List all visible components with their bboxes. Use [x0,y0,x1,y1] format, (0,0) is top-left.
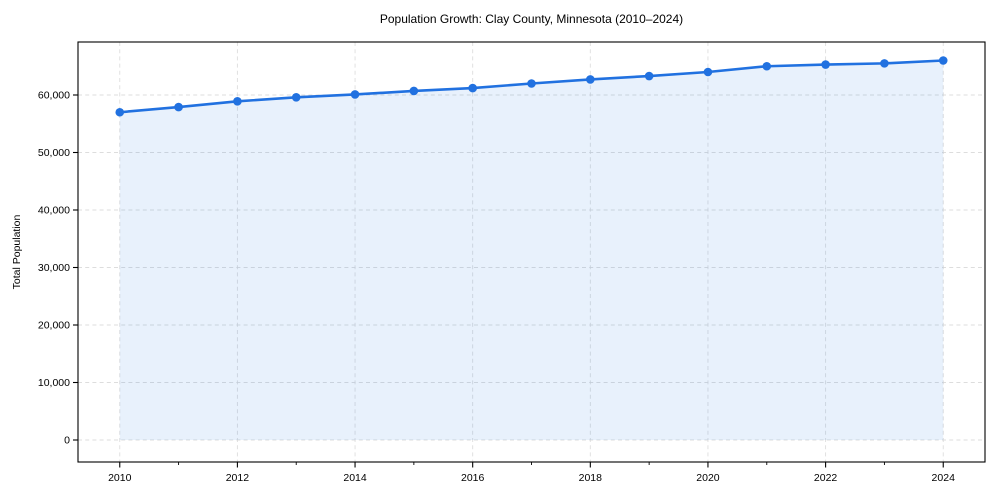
x-tick-label: 2010 [108,472,132,484]
data-point [350,90,360,99]
population-area-fill [119,60,944,441]
data-point [703,67,713,77]
data-point [115,107,125,117]
data-point [762,61,772,71]
x-tick-label: 2014 [343,472,367,484]
plot-background [78,42,985,462]
data-point [880,59,889,68]
y-tick-label: 60,000 [38,90,70,102]
y-tick-label: 30,000 [38,262,70,274]
y-tick-label: 10,000 [38,377,70,389]
x-tick-label: 2024 [932,472,956,484]
data-point [527,79,536,88]
x-tick-label: 2016 [461,472,485,484]
chart-title: Population Growth: Clay County, Minnesot… [379,12,684,26]
x-tick-label: 2022 [814,472,838,484]
y-tick-label: 20,000 [38,320,70,332]
data-point [468,83,477,93]
data-point [586,75,595,84]
data-point [938,56,948,65]
x-tick-label: 2012 [226,472,250,484]
y-tick-label: 50,000 [38,147,70,159]
data-point [174,102,183,112]
data-point [291,92,301,102]
data-point [644,71,654,81]
y-tick-label: 0 [64,435,70,447]
data-point [821,60,830,69]
x-tick-label: 2018 [579,472,603,484]
x-tick-label: 2020 [696,472,720,484]
data-point [233,97,242,106]
y-tick-label: 40,000 [38,205,70,217]
data-point [409,86,419,96]
